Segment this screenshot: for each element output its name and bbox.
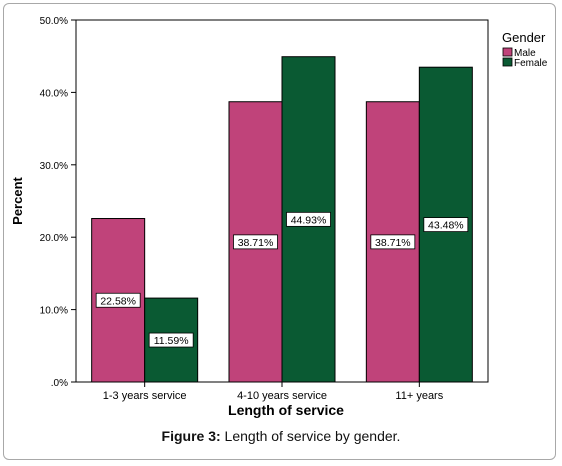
y-axis-title: Percent <box>10 176 25 224</box>
data-label: 44.93% <box>291 214 327 226</box>
y-tick-label: 20.0% <box>40 233 68 244</box>
data-label: 38.71% <box>375 237 411 249</box>
legend-swatch-female <box>502 57 513 67</box>
caption-text: Length of service by gender. <box>220 428 401 444</box>
data-label-box <box>370 234 416 250</box>
legend-label-male: Male <box>514 48 536 59</box>
legend-label-female: Female <box>514 58 548 69</box>
figure-frame <box>3 3 556 460</box>
bar-chart: .0% 10.0% 20.0% 30.0% 40.0% 50.0% 22.58% 11.59… <box>10 16 548 418</box>
y-tick-label: 50.0% <box>40 16 68 27</box>
x-tick-label: 11+ years <box>395 390 443 402</box>
x-axis-title: Length of service <box>228 402 344 418</box>
data-label-box <box>286 211 331 227</box>
data-label-box <box>95 292 141 308</box>
legend-title: Gender <box>502 30 546 45</box>
bars: 22.58% 11.59% 38.71% 44.93% 38.71% 43.48% <box>91 56 473 383</box>
y-axis: .0% 10.0% 20.0% 30.0% 40.0% 50.0% <box>40 16 76 389</box>
data-label-box <box>233 234 278 250</box>
y-tick-label: 10.0% <box>40 306 68 317</box>
y-tick-label: .0% <box>51 378 68 389</box>
data-label: 22.58% <box>100 295 136 307</box>
data-label: 43.48% <box>428 220 464 232</box>
x-tick-label: 4-10 years service <box>237 390 327 402</box>
x-tick-label: 1-3 years service <box>103 390 187 402</box>
caption-label: Figure 3: <box>161 428 221 444</box>
y-tick-label: 40.0% <box>40 88 68 99</box>
y-tick-label: 30.0% <box>40 161 68 172</box>
data-label: 11.59% <box>154 335 189 347</box>
data-label-box <box>148 332 194 348</box>
x-axis: 1-3 years service 4-10 years service 11+ y… <box>103 382 444 402</box>
legend-swatch-male <box>502 47 513 57</box>
data-label: 38.71% <box>238 237 274 249</box>
figure-caption: Figure 3: Length of service by gender. <box>0 428 562 444</box>
data-label-box <box>423 217 469 233</box>
